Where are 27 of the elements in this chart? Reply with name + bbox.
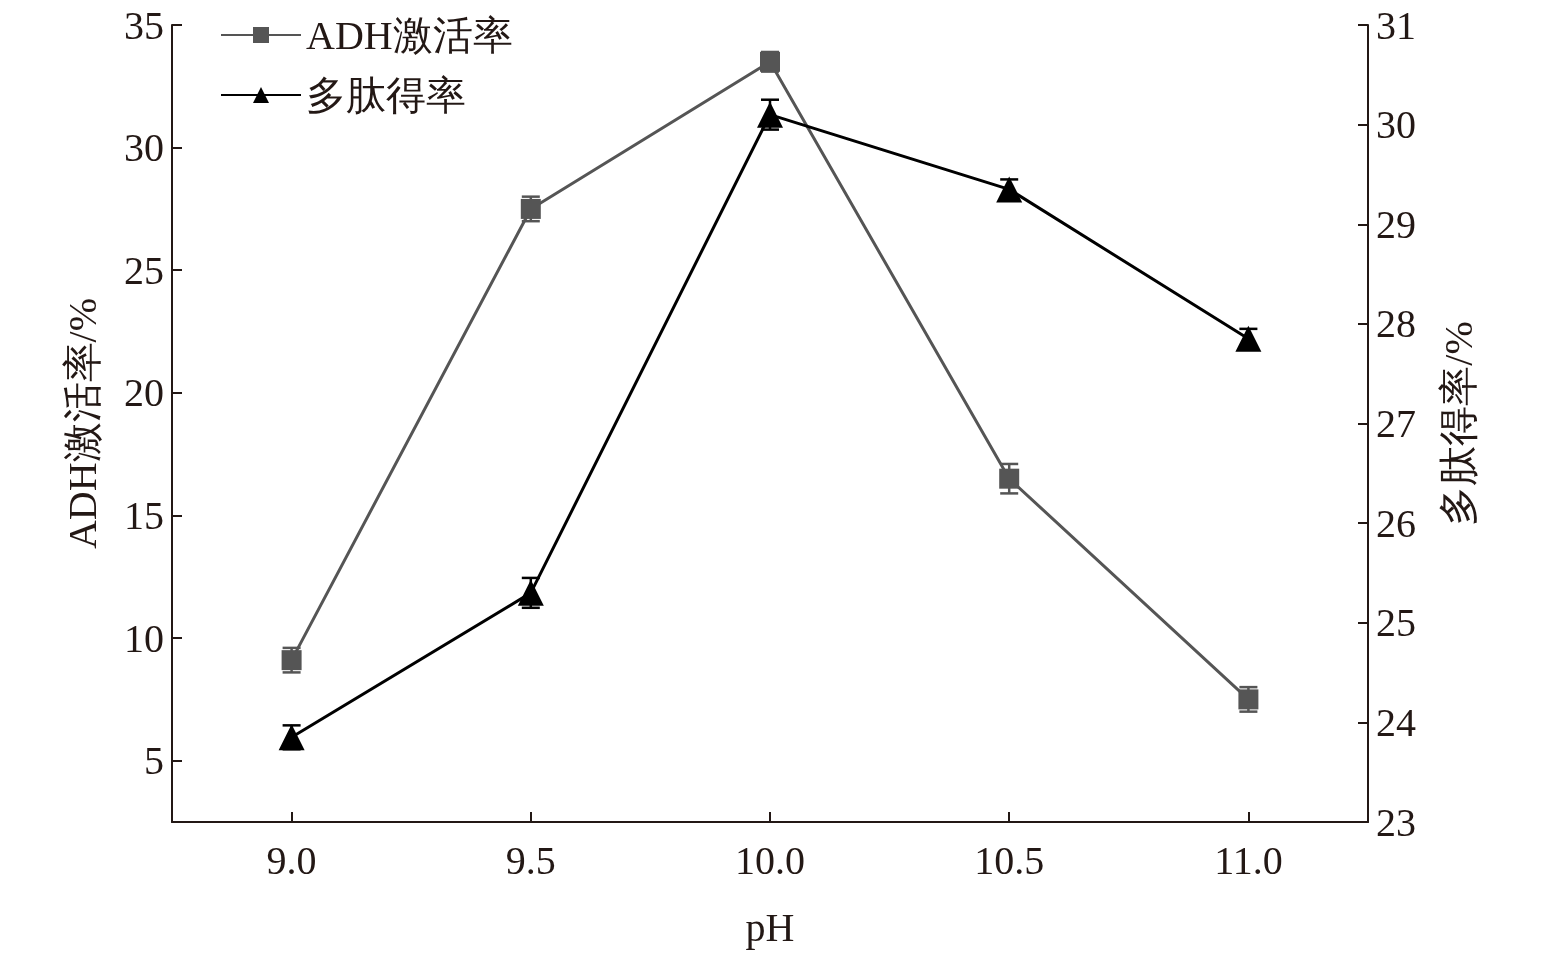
x-tick-label: 11.0 (1214, 837, 1283, 883)
y2-tick-label: 27 (1376, 401, 1416, 446)
y-tick-label: 5 (144, 738, 164, 784)
y-tick-label: 20 (124, 370, 164, 416)
y2-axis-title: 多肽得率/% (1435, 321, 1481, 526)
legend-label: ADH激活率 (306, 12, 513, 58)
y2-tick-label: 25 (1376, 600, 1416, 646)
y-tick-label: 25 (124, 247, 164, 293)
y2-tick-label: 28 (1376, 301, 1416, 347)
point (999, 468, 1020, 489)
x-tick-label: 9.0 (266, 837, 317, 883)
y-tick-label: 10 (124, 615, 164, 661)
legend-label: 多肽得率 (306, 72, 466, 118)
y-tick-label: 15 (124, 492, 164, 538)
y2-tick-label: 23 (1376, 799, 1416, 845)
y-tick-label: 30 (124, 125, 164, 171)
x-tick-label: 10.0 (735, 837, 805, 883)
y2-tick-label: 26 (1376, 500, 1416, 546)
y2-tick-label: 29 (1376, 201, 1416, 247)
x-axis-title: pH (745, 904, 795, 950)
y2-tick-label: 24 (1376, 699, 1416, 745)
x-tick-label: 10.5 (974, 837, 1045, 883)
y-axis-title: ADH激活率/% (59, 297, 105, 550)
y2-tick-label: 31 (1376, 2, 1416, 48)
y-tick-label: 35 (124, 2, 164, 48)
x-tick-label: 9.5 (505, 837, 556, 883)
y2-tick-label: 30 (1376, 102, 1416, 148)
